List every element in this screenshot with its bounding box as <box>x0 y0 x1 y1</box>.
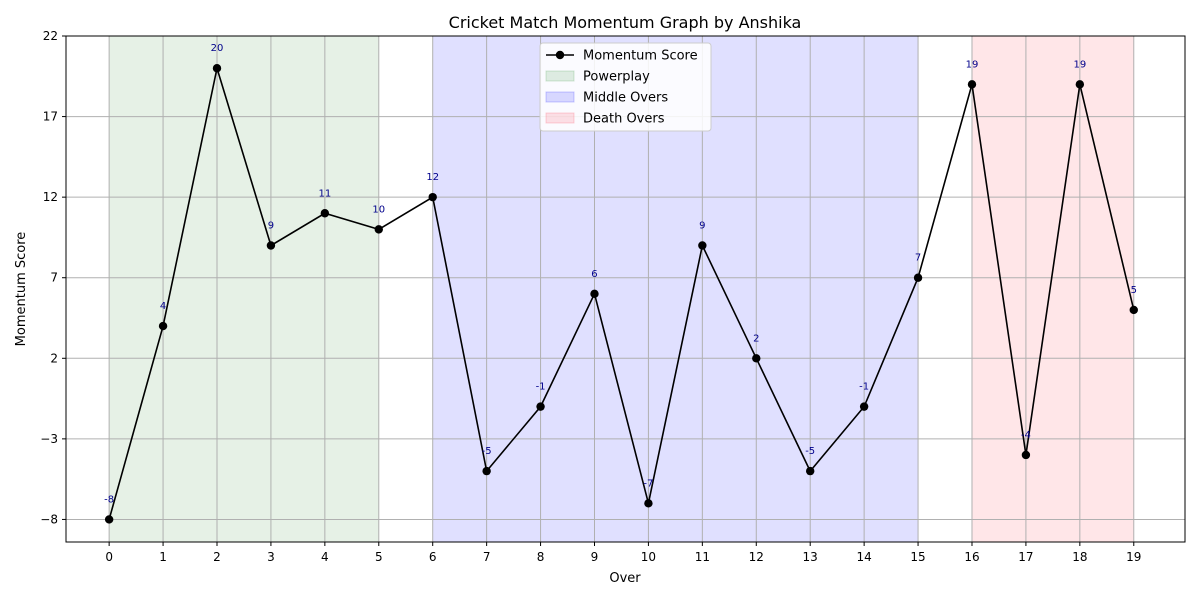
chart-title: Cricket Match Momentum Graph by Anshika <box>449 13 802 32</box>
data-label: 4 <box>160 301 166 312</box>
data-label: -5 <box>805 446 815 457</box>
legend-patch-swatch <box>545 112 575 124</box>
data-label: -1 <box>859 382 869 393</box>
data-label: 20 <box>211 43 224 54</box>
data-point <box>806 466 815 476</box>
x-tick-label: 16 <box>964 550 979 564</box>
y-tick-label: 17 <box>43 110 58 124</box>
x-tick-label: 17 <box>1018 550 1033 564</box>
data-point <box>536 402 545 411</box>
x-tick-label: 5 <box>375 550 383 564</box>
y-tick-label: 7 <box>50 271 58 285</box>
x-tick-label: 3 <box>267 550 275 564</box>
y-tick-label: 22 <box>43 29 58 43</box>
y-tick-label: −3 <box>40 432 58 446</box>
phase-band-powerplay <box>109 36 379 542</box>
data-point <box>104 515 114 524</box>
data-label: 11 <box>318 188 331 199</box>
legend-patch-swatch <box>545 91 575 103</box>
data-point <box>1075 80 1085 89</box>
data-label: 5 <box>1131 285 1137 296</box>
series-line <box>108 67 1135 520</box>
legend-box <box>539 42 712 132</box>
x-tick-label: 15 <box>910 550 925 564</box>
data-point <box>859 402 869 411</box>
x-tick-label: 14 <box>856 550 871 564</box>
x-tick-label: 12 <box>749 550 764 564</box>
data-label: 6 <box>591 269 597 280</box>
x-tick-label: 8 <box>537 550 545 564</box>
data-label: 9 <box>699 220 705 231</box>
y-tick-label: 2 <box>50 351 58 365</box>
data-label: -7 <box>643 478 653 489</box>
data-point <box>590 289 599 299</box>
x-tick-label: 1 <box>159 550 167 564</box>
x-tick-label: 0 <box>105 550 113 564</box>
legend-label: Momentum Score <box>583 49 698 64</box>
data-label: 9 <box>268 220 274 231</box>
data-point <box>212 64 222 73</box>
x-tick-label: 13 <box>803 550 818 564</box>
data-point <box>1129 305 1138 315</box>
data-point <box>967 80 977 89</box>
data-point <box>644 499 653 508</box>
x-tick-label: 4 <box>321 550 329 564</box>
x-tick-label: 11 <box>695 550 710 564</box>
data-point <box>482 466 491 476</box>
data-label: 19 <box>1073 59 1086 70</box>
x-tick-label: 18 <box>1072 550 1087 564</box>
y-tick-label: −8 <box>40 512 58 526</box>
x-tick-label: 10 <box>641 550 656 564</box>
data-point <box>698 241 707 250</box>
legend-label: Middle Overs <box>583 91 668 106</box>
data-point <box>158 321 168 331</box>
y-tick-label: 12 <box>43 190 58 204</box>
data-point <box>1021 450 1031 460</box>
data-label: 19 <box>966 59 979 70</box>
phase-band-death-overs <box>971 36 1134 542</box>
data-point <box>266 241 276 250</box>
x-tick-label: 9 <box>591 550 599 564</box>
data-label: -1 <box>536 382 546 393</box>
plot-frame <box>65 35 1186 543</box>
legend-label: Powerplay <box>583 70 650 85</box>
x-tick-label: 19 <box>1126 550 1141 564</box>
data-point <box>428 192 437 202</box>
legend: Momentum Score Powerplay Middle Overs Death… <box>539 42 712 132</box>
x-tick-label: 6 <box>429 550 437 564</box>
legend-patch-swatch <box>545 70 575 82</box>
legend-marker-swatch <box>555 50 565 60</box>
data-point <box>374 225 383 234</box>
y-axis-title: Momentum Score <box>14 232 29 347</box>
data-point <box>752 354 761 363</box>
data-point <box>913 273 923 282</box>
data-label: -5 <box>482 446 492 457</box>
data-label: 10 <box>372 204 385 215</box>
x-axis-title: Over <box>609 571 641 586</box>
x-tick-label: 7 <box>483 550 491 564</box>
data-label: -4 <box>1021 430 1031 441</box>
x-tick-label: 2 <box>213 550 221 564</box>
data-point <box>320 209 330 218</box>
data-label: 7 <box>915 253 921 264</box>
data-label: 2 <box>753 333 759 344</box>
data-label: 12 <box>426 172 439 183</box>
legend-label: Death Overs <box>583 112 665 127</box>
data-label: -8 <box>104 494 114 505</box>
